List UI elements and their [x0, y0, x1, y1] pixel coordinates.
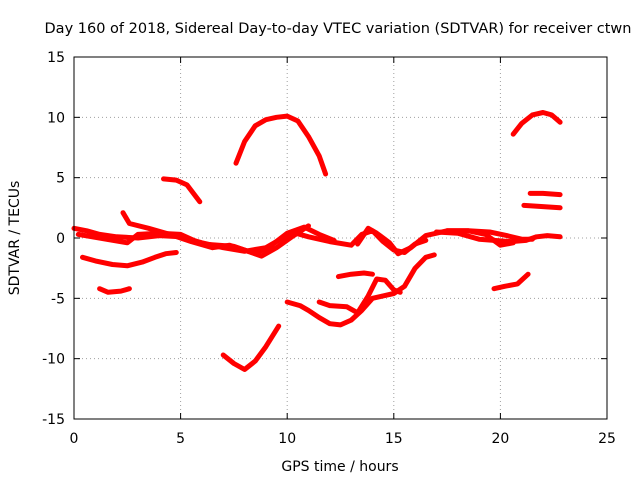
x-tick-label: 15	[385, 431, 403, 447]
x-tick-label: 20	[491, 431, 509, 447]
series-s15	[491, 271, 531, 292]
series-s6	[161, 176, 203, 205]
series-s14	[444, 228, 516, 248]
series-s7	[233, 113, 329, 177]
series-s12	[355, 225, 535, 257]
y-tick-label: 15	[47, 50, 65, 66]
y-axis-label: SDTVAR / TECUs	[7, 181, 23, 296]
y-tick-label: 10	[47, 110, 65, 126]
chart-title: Day 160 of 2018, Sidereal Day-to-day VTE…	[45, 21, 632, 37]
series-s16	[510, 110, 563, 137]
series-s9	[284, 252, 437, 328]
series-s2	[75, 224, 337, 257]
y-tick-label: -5	[51, 291, 65, 307]
series-s18	[521, 202, 563, 211]
x-tick-label: 25	[598, 431, 616, 447]
y-tick-label: -15	[42, 412, 65, 428]
series-s10	[316, 276, 403, 316]
y-tick-label: -10	[42, 352, 65, 368]
x-tick-label: 0	[70, 431, 79, 447]
series-s17	[527, 190, 563, 198]
series-s3	[120, 210, 311, 259]
axis-ticks: 0 5 10 15 20 25 -15 -10 -5 0 5 10 15	[42, 50, 616, 447]
x-tick-label: 10	[278, 431, 296, 447]
series-s11	[335, 270, 375, 280]
x-tick-label: 5	[176, 431, 185, 447]
data-marks	[71, 110, 563, 372]
x-axis-label: GPS time / hours	[281, 459, 398, 475]
series-s4	[80, 250, 179, 269]
series-s5	[97, 286, 132, 295]
series-s8	[220, 323, 282, 372]
y-tick-label: 0	[56, 231, 65, 247]
y-tick-label: 5	[56, 171, 65, 187]
